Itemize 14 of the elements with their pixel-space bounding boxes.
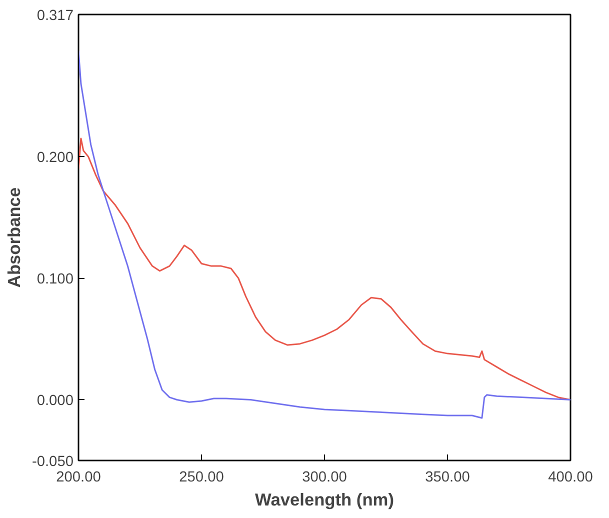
y-tick-label: -0.050 — [32, 454, 74, 470]
x-tick-label: 400.00 — [548, 470, 593, 486]
y-tick-label: 0.200 — [36, 150, 74, 166]
x-tick-label: 200.00 — [56, 470, 101, 486]
x-axis-title: Wavelength (nm) — [255, 490, 394, 510]
line-series — [78, 138, 570, 400]
y-tick-label: 0.000 — [36, 393, 74, 410]
x-tick-label: 350.00 — [425, 470, 470, 486]
x-tick-label: 300.00 — [302, 470, 347, 486]
y-tick-label: 0.100 — [36, 272, 74, 288]
y-tick-label: 0.317 — [36, 8, 74, 24]
line-series — [78, 50, 570, 419]
y-axis-title: Absorbance — [4, 187, 24, 288]
x-tick-label: 250.00 — [179, 470, 224, 486]
